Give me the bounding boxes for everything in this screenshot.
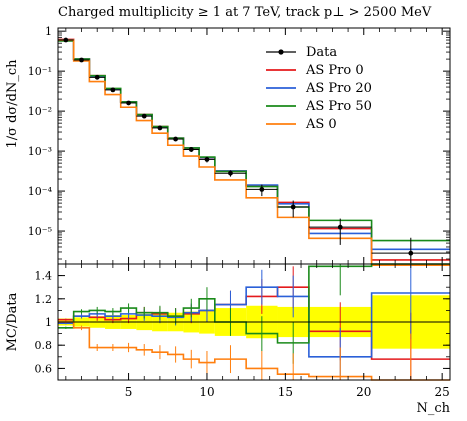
ratio-y-tick-label: 1.4: [35, 270, 53, 283]
ratio-y-tick-label: 0.8: [35, 339, 53, 352]
x-tick-label: 5: [125, 385, 133, 399]
x-tick-label: 15: [278, 385, 293, 399]
data-point: [408, 250, 414, 256]
legend-label-as-pro-20: AS Pro 20: [305, 81, 372, 96]
data-point: [94, 74, 100, 80]
main-panel: 1 10⁻¹ 10⁻² 10⁻³ 10⁻⁴ 10⁻⁵ 1/σ dσ/dN_ch: [5, 25, 451, 266]
data-point: [63, 37, 69, 43]
main-series-line-as-pro-20: [58, 39, 450, 251]
chart-title: Charged multiplicity ≥ 1 at 7 TeV, track…: [58, 5, 432, 20]
data-point: [259, 187, 265, 192]
data-point: [204, 157, 210, 162]
legend-label-as-pro-50: AS Pro 50: [305, 99, 372, 114]
x-axis-label: N_ch: [416, 401, 450, 416]
x-tick-label: 25: [435, 385, 450, 399]
data-point: [228, 170, 233, 176]
data-point: [110, 87, 116, 93]
data-point: [157, 125, 163, 131]
x-tick-label: 10: [199, 385, 214, 399]
data-point: [126, 100, 131, 106]
main-y-tick-label: 1: [45, 25, 52, 38]
data-point: [337, 224, 343, 230]
data-point: [173, 136, 179, 142]
x-tick-label: 20: [356, 385, 371, 399]
data-point: [141, 113, 147, 119]
main-series-line-as-pro-50: [58, 40, 450, 242]
legend-label-data: Data: [306, 45, 337, 60]
ratio-series-line-as-pro-50: [58, 263, 450, 344]
legend-data-marker: [278, 49, 284, 55]
legend-label-as-pro-0: AS Pro 0: [305, 63, 364, 78]
main-y-tick-label: 10⁻⁵: [28, 225, 52, 238]
ratio-y-tick-label: 1.2: [35, 293, 53, 306]
main-y-tick-label: 10⁻²: [28, 105, 52, 118]
data-point: [79, 57, 84, 63]
legend-label-as-0: AS 0: [305, 117, 337, 132]
ratio-panel: 0.6 0.8 1 1.2 1.4 5 10 15 20 25 MC/Data N_ch: [5, 263, 451, 416]
main-y-tick-label: 10⁻¹: [28, 65, 52, 78]
ratio-y-tick-label: 1: [45, 316, 52, 329]
data-point: [290, 204, 296, 210]
ratio-y-tick-label: 0.6: [35, 362, 53, 375]
main-y-axis-label: 1/σ dσ/dN_ch: [5, 59, 20, 149]
main-series-line-as-pro-0: [58, 38, 450, 261]
data-point: [188, 147, 194, 152]
legend: Data AS Pro 0 AS Pro 20 AS Pro 50 AS 0: [266, 45, 372, 132]
main-plot-frame: [57, 27, 451, 265]
ratio-y-axis-label: MC/Data: [5, 292, 20, 351]
main-y-tick-label: 10⁻³: [28, 145, 52, 158]
main-series-line-as-0: [58, 39, 450, 266]
main-y-tick-label: 10⁻⁴: [28, 185, 53, 198]
